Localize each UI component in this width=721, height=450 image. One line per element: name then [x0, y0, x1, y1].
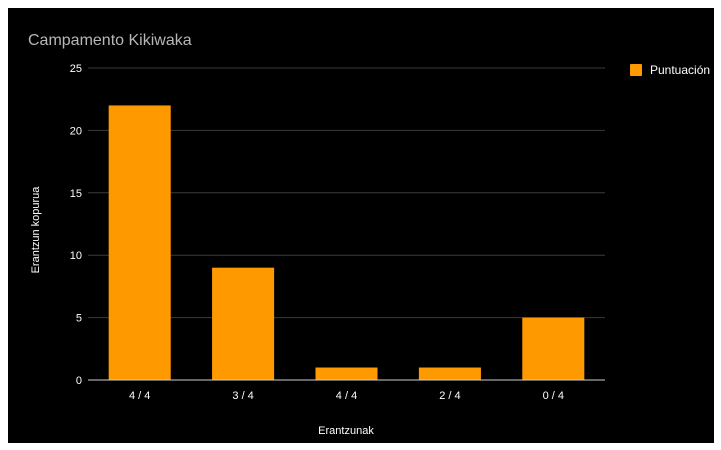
x-tick-label: 4 / 4: [129, 390, 150, 402]
x-tick-label: 2 / 4: [439, 390, 460, 402]
gridlines: [88, 67, 605, 319]
x-axis-ticks: 4 / 4 3 / 4 4 / 4 2 / 4 0 / 4: [129, 390, 564, 402]
x-tick-label: 3 / 4: [232, 390, 253, 402]
chart-frame: Campamento Kikiwaka 0 5 10 15 20 25 4 / 4 3 / …: [8, 8, 714, 443]
legend-label: Puntuación: [650, 63, 710, 77]
chart-title: Campamento Kikiwaka: [28, 32, 192, 49]
x-tick-label: 4 / 4: [336, 390, 357, 402]
y-axis-label: Erantzun kopurua: [30, 186, 42, 274]
y-tick-label: 5: [76, 313, 82, 325]
bar[interactable]: [212, 267, 275, 380]
bar[interactable]: [108, 105, 171, 380]
bar[interactable]: [315, 367, 378, 380]
y-tick-label: 15: [70, 188, 82, 200]
bar[interactable]: [418, 367, 481, 380]
bar-chart: Campamento Kikiwaka 0 5 10 15 20 25 4 / 4 3 / …: [28, 32, 710, 437]
y-tick-label: 20: [70, 125, 82, 137]
x-tick-label: 0 / 4: [543, 390, 564, 402]
bar[interactable]: [522, 317, 585, 380]
x-axis-label: Erantzunak: [318, 425, 374, 437]
bars: [108, 105, 585, 380]
y-axis-ticks: 0 5 10 15 20 25: [70, 63, 82, 387]
y-tick-label: 10: [70, 250, 82, 262]
y-tick-label: 0: [76, 375, 82, 387]
y-tick-label: 25: [70, 63, 82, 75]
legend: Puntuación: [630, 63, 710, 77]
legend-swatch: [630, 64, 642, 76]
